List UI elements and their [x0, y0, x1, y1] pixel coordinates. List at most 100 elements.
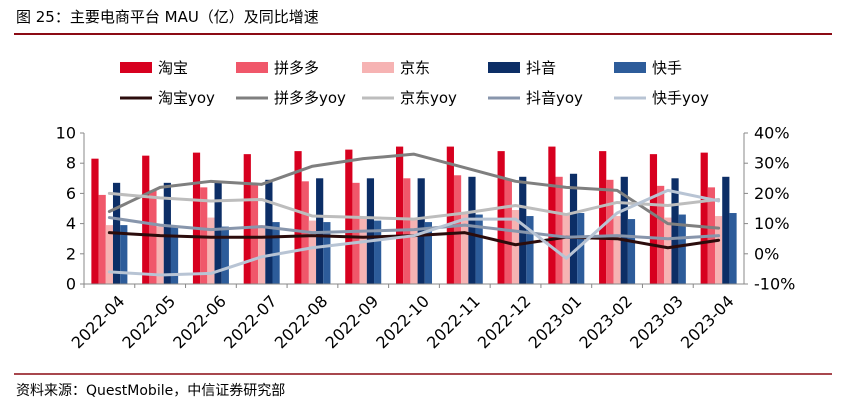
bar-京东-2022-12: [511, 210, 520, 284]
bar-拼多多-2023-01: [555, 176, 563, 284]
figure-title: 图 25：主要电商平台 MAU（亿）及同比增速: [16, 8, 319, 26]
bar-京东-2022-07: [258, 225, 266, 284]
left-tick-label: 10: [56, 124, 76, 143]
legend-label-淘宝yoy: 淘宝yoy: [158, 89, 215, 107]
left-tick-label: 6: [66, 184, 76, 203]
bar-淘宝-2023-02: [599, 151, 607, 284]
bar-京东-2022-08: [308, 220, 317, 284]
bar-拼多多-2022-12: [504, 179, 512, 284]
right-tick-label: 0%: [754, 244, 779, 263]
legend-label-快手: 快手: [652, 59, 682, 77]
line-快手yoy: [107, 188, 721, 277]
left-tick-label: 0: [66, 275, 76, 294]
bar-快手-2023-02: [627, 219, 636, 284]
bar-抖音-2022-10: [417, 178, 425, 284]
bar-京东-2023-03: [664, 217, 672, 284]
right-tick-label: 30%: [754, 154, 790, 173]
bar-淘宝-2022-04: [91, 158, 99, 284]
bar-京东-2022-04: [105, 225, 113, 284]
bar-抖音-2022-06: [214, 182, 222, 284]
bar-快手-2022-10: [424, 222, 432, 284]
line-京东yoy: [107, 191, 721, 221]
bar-拼多多-2022-11: [453, 175, 462, 284]
bar-淘宝-2023-03: [649, 154, 658, 284]
left-tick-label: 4: [66, 214, 76, 233]
bar-京东-2023-01: [562, 214, 570, 284]
x-tick-label: 2022-11: [423, 292, 484, 353]
x-tick-label: 2022-09: [322, 292, 383, 353]
legend-swatch-快手: [614, 62, 646, 73]
line-抖音yoy: [107, 216, 721, 241]
bar-快手-2023-01: [577, 213, 585, 284]
bar-快手-2022-08: [323, 222, 331, 284]
bar-淘宝-2023-04: [700, 152, 708, 284]
bar-快手-2023-04: [729, 213, 737, 284]
bar-淘宝-2022-07: [243, 154, 251, 284]
legend-label-京东: 京东: [400, 59, 430, 77]
bar-拼多多-2023-02: [606, 179, 614, 284]
bar-京东-2023-04: [715, 216, 723, 284]
legend-swatch-抖音: [488, 62, 520, 73]
bar-快手-2022-04: [120, 225, 128, 284]
bar-淘宝-2022-12: [497, 151, 505, 284]
bar-快手-2023-03: [678, 214, 686, 284]
bar-京东-2023-02: [613, 216, 621, 284]
right-tick-label: 10%: [754, 214, 790, 233]
right-tick-label: 40%: [754, 124, 790, 143]
bar-拼多多-2023-03: [657, 185, 665, 284]
legend-label-京东yoy: 京东yoy: [400, 89, 457, 107]
bar-淘宝-2023-01: [548, 146, 556, 284]
left-tick-label: 2: [66, 244, 76, 263]
x-tick-label: 2023-03: [626, 292, 687, 353]
bar-淘宝-2022-10: [396, 146, 404, 284]
bar-快手-2022-11: [475, 214, 483, 284]
legend-label-拼多多: 拼多多: [274, 59, 319, 77]
right-tick-label: -10%: [754, 275, 795, 294]
bar-京东-2022-09: [359, 217, 367, 284]
source-note: 资料来源：QuestMobile，中信证券研究部: [16, 383, 285, 399]
bar-快手-2022-12: [526, 216, 534, 284]
bar-京东-2022-06: [207, 217, 215, 284]
legend-swatch-京东: [362, 62, 394, 73]
x-tick-label: 2023-01: [525, 292, 586, 353]
bar-快手-2022-06: [221, 226, 229, 284]
legend-label-抖音yoy: 抖音yoy: [526, 89, 583, 107]
bar-抖音-2022-12: [519, 176, 527, 284]
bar-京东-2022-10: [410, 219, 418, 284]
bar-拼多多-2022-04: [98, 194, 106, 284]
x-tick-label: 2022-07: [220, 292, 281, 353]
bar-快手-2022-05: [170, 226, 179, 284]
bar-拼多多-2022-09: [352, 182, 360, 284]
x-tick-label: 2023-04: [677, 292, 738, 353]
legend-swatch-拼多多: [236, 62, 268, 73]
legend-swatch-淘宝: [120, 62, 152, 73]
legend-label-快手yoy: 快手yoy: [652, 89, 709, 107]
right-tick-label: 20%: [754, 184, 790, 203]
bar-淘宝-2022-06: [192, 152, 201, 284]
bar-抖音-2022-11: [468, 176, 476, 284]
left-tick-label: 8: [66, 154, 76, 173]
bar-拼多多-2022-05: [149, 190, 157, 284]
bar-淘宝-2022-08: [294, 151, 302, 284]
bar-series: [91, 146, 737, 284]
line-series: [107, 152, 721, 277]
bar-抖音-2022-07: [265, 179, 273, 284]
bar-抖音-2023-01: [569, 173, 578, 284]
bar-京东-2022-11: [461, 213, 469, 284]
line-拼多多yoy: [107, 152, 721, 230]
bar-拼多多-2022-07: [250, 184, 259, 284]
legend-label-淘宝: 淘宝: [158, 59, 188, 77]
x-tick-label: 2022-08: [271, 292, 332, 353]
bar-抖音-2023-04: [722, 176, 730, 284]
x-tick-label: 2022-04: [68, 292, 129, 353]
x-tick-label: 2022-06: [169, 292, 230, 353]
x-tick-label: 2022-05: [118, 292, 179, 353]
bar-抖音-2023-02: [620, 176, 628, 284]
bar-京东-2022-05: [156, 226, 164, 284]
bar-抖音-2022-05: [163, 182, 171, 284]
legend-label-拼多多yoy: 拼多多yoy: [274, 89, 346, 107]
x-tick-label: 2022-10: [372, 292, 433, 353]
x-tick-label: 2022-12: [474, 292, 535, 353]
